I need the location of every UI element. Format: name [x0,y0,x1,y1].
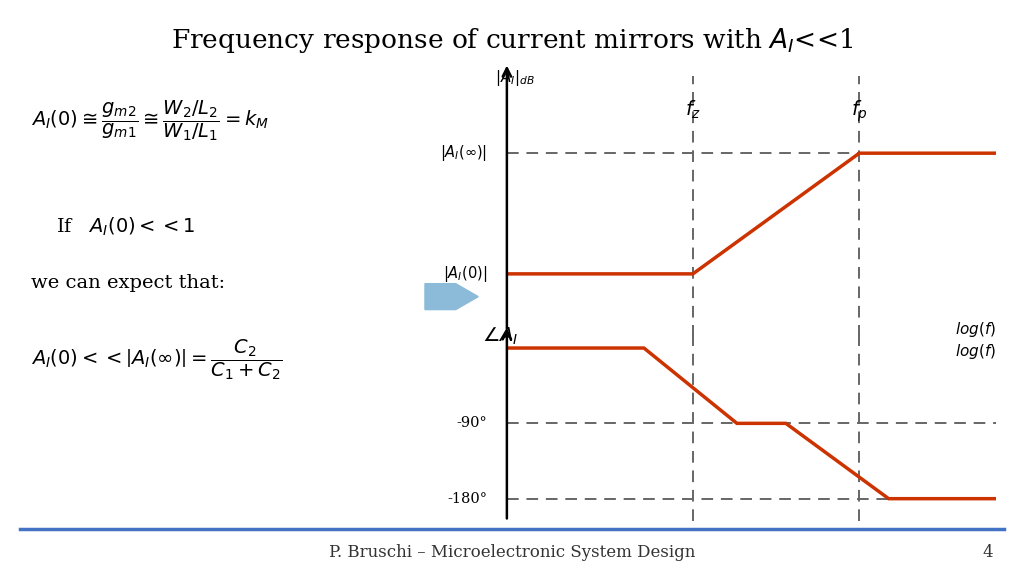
Text: -180°: -180° [447,492,487,506]
Text: $A_I\left(0\right) << \left|A_I\left(\infty\right)\right| = \dfrac{C_2}{C_1 + C_: $A_I\left(0\right) << \left|A_I\left(\in… [31,337,282,382]
Text: $|A_I(\infty)|$: $|A_I(\infty)|$ [440,143,487,163]
Text: $f_p$: $f_p$ [851,98,867,124]
Text: If   $A_I\left(0\right) << 1$: If $A_I\left(0\right) << 1$ [56,216,196,238]
Text: $|A_I|_{dB}$: $|A_I|_{dB}$ [495,68,535,88]
Text: -90°: -90° [457,416,487,430]
Text: we can expect that:: we can expect that: [31,274,225,291]
Text: $\angle A_I$: $\angle A_I$ [482,325,519,347]
Text: $|A_I(0)|$: $|A_I(0)|$ [443,264,487,284]
Text: $log(f)$: $log(f)$ [955,343,996,362]
Text: $log(f)$: $log(f)$ [955,320,996,339]
Text: P. Bruschi – Microelectronic System Design: P. Bruschi – Microelectronic System Desi… [329,544,695,561]
Text: $A_I\left(0\right) \cong \dfrac{g_{m2}}{g_{m1}} \cong \dfrac{W_2 / L_2}{W_1 / L_: $A_I\left(0\right) \cong \dfrac{g_{m2}}{… [31,98,268,143]
Text: 4: 4 [983,544,993,561]
Text: Frequency response of current mirrors with $A_I$<<1: Frequency response of current mirrors wi… [171,26,853,55]
Text: $f_z$: $f_z$ [685,98,701,120]
